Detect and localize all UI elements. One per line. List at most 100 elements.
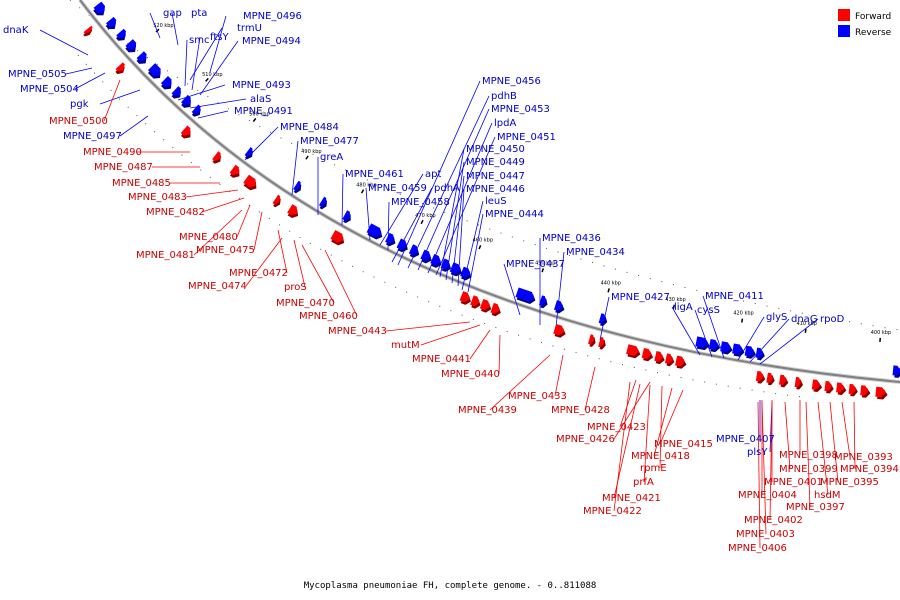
tick-label: 420 kbp [733, 311, 753, 317]
reverse-leader-line [671, 306, 701, 356]
legend-label-forward: Forward [855, 12, 891, 22]
gene-label-smc: smc [189, 35, 209, 46]
gene-label-glys: glyS [766, 312, 787, 323]
reverse-gene-arrow [720, 341, 733, 355]
forward-leader-line [659, 389, 684, 445]
gene-label-mpne-0500: MPNE_0500 [49, 116, 108, 127]
gene-arrow-body [778, 374, 787, 386]
tick-label: 460 kbp [473, 238, 493, 244]
gene-arrow-body [116, 28, 127, 38]
reverse-gene-arrow [755, 347, 765, 361]
forward-leader-line [841, 401, 851, 458]
gene-label-mpne-0481: MPNE_0481 [136, 250, 195, 261]
forward-gene-arrow [115, 62, 125, 75]
reverse-gene-arrow [148, 63, 161, 79]
forward-leader-line [489, 354, 551, 411]
gene-label-mpne-0422: MPNE_0422 [583, 506, 642, 517]
reverse-gene-arrow [430, 254, 442, 268]
gene-label-apt: apt [425, 169, 441, 180]
gene-label-mpne-0406: MPNE_0406 [728, 543, 787, 554]
tick-label: 510 kbp [202, 72, 222, 78]
reverse-leader-line [291, 140, 299, 196]
gene-label-mpne-0428: MPNE_0428 [551, 405, 610, 416]
forward-leader-line [385, 321, 471, 332]
reverse-gene-arrow [318, 196, 327, 210]
reverse-leader-line [555, 251, 565, 328]
gene-label-mpne-0397: MPNE_0397 [786, 502, 845, 513]
reverse-leader-line [199, 40, 239, 96]
gene-label-mpne-0423: MPNE_0423 [587, 422, 646, 433]
gene-arrow-body [479, 298, 491, 311]
gene-label-trmu: trmU [237, 23, 262, 34]
gene-label-mpne-0470: MPNE_0470 [276, 298, 335, 309]
gene-arrow-body [459, 291, 470, 303]
forward-leader-line [185, 189, 239, 198]
forward-leader-line [829, 401, 839, 483]
tick-label: 480 kbp [356, 182, 376, 188]
gene-arrow-body [836, 382, 845, 393]
gene-label-mpne-0399: MPNE_0399 [779, 464, 838, 475]
gene-label-mpne-0459: MPNE_0459 [368, 183, 427, 194]
reverse-gene-arrow [366, 223, 383, 240]
tick-label: 500 kbp [249, 112, 269, 118]
gene-arrow-body [396, 238, 407, 250]
gene-arrow-body [420, 249, 431, 261]
gene-label-grea: greA [320, 152, 343, 163]
gene-arrow-body [470, 295, 480, 307]
forward-gene-arrow [778, 374, 789, 388]
gene-label-lpda: lpdA [494, 118, 516, 129]
tick-layer: 520 kbp 510 kbp 500 kbp 490 kbp 480 kbp 470 k… [153, 23, 891, 342]
gene-arrow-body [229, 164, 240, 176]
gene-label-mpne-0460: MPNE_0460 [299, 311, 358, 322]
forward-gene-arrow [459, 291, 471, 305]
reverse-gene-arrow [515, 287, 536, 304]
gene-label-hsdm: hsdM [814, 490, 841, 501]
gene-arrow-body [766, 372, 774, 383]
gene-label-mpne-0395: MPNE_0395 [820, 477, 879, 488]
gene-label-mpne-0421: MPNE_0421 [602, 493, 661, 504]
reverse-leader-line [407, 95, 490, 269]
gene-arrow-body [654, 351, 664, 362]
reverse-gene-arrow [892, 365, 900, 378]
reverse-gene-arrow [136, 51, 147, 64]
reverse-gene-arrow [105, 16, 117, 30]
gene-arrow-body [342, 210, 351, 221]
reverse-leader-line [191, 36, 201, 91]
tick-mark [541, 268, 545, 273]
gene-arrow-body [318, 196, 327, 207]
gene-arrow-body [430, 254, 441, 266]
tick-mark [360, 189, 365, 194]
reverse-leader-line [209, 15, 227, 73]
reverse-gene-arrow [440, 258, 452, 272]
reverse-leader-line [417, 108, 490, 271]
gene-label-mpne-0493: MPNE_0493 [232, 80, 291, 91]
reverse-gene-arrow [116, 28, 127, 41]
forward-leader-line [193, 209, 243, 256]
reverse-gene-arrow [695, 336, 710, 351]
gene-arrow-body [136, 51, 147, 62]
gene-label-mpne-0415: MPNE_0415 [654, 439, 713, 450]
reverse-leader-line [177, 84, 226, 101]
gene-label-mpne-0394: MPNE_0394 [840, 464, 899, 475]
forward-gene-arrow [641, 347, 654, 362]
forward-leader-line [757, 401, 761, 549]
forward-gene-arrow [598, 336, 606, 350]
tick-mark [804, 328, 807, 333]
gene-arrow-body [148, 63, 161, 76]
gene-label-mpne-0426: MPNE_0426 [556, 434, 615, 445]
forward-gene-arrow [766, 372, 775, 386]
reverse-gene-arrow [160, 75, 172, 90]
forward-gene-arrow [875, 386, 888, 400]
forward-leader-line [245, 237, 283, 287]
gene-arrow-body [105, 16, 117, 27]
tick-mark [741, 318, 744, 323]
gene-label-mpne-0505: MPNE_0505 [8, 69, 67, 80]
reverse-leader-line [197, 110, 229, 119]
reverse-gene-arrow [293, 180, 302, 194]
forward-gene-arrow [330, 230, 345, 246]
gene-arrow-body [408, 244, 419, 256]
tick-mark [478, 245, 482, 250]
gene-label-ftsy: ftsY [210, 32, 229, 43]
gene-arrow-body [93, 1, 106, 13]
gene-label-mpne-0496: MPNE_0496 [243, 11, 302, 22]
